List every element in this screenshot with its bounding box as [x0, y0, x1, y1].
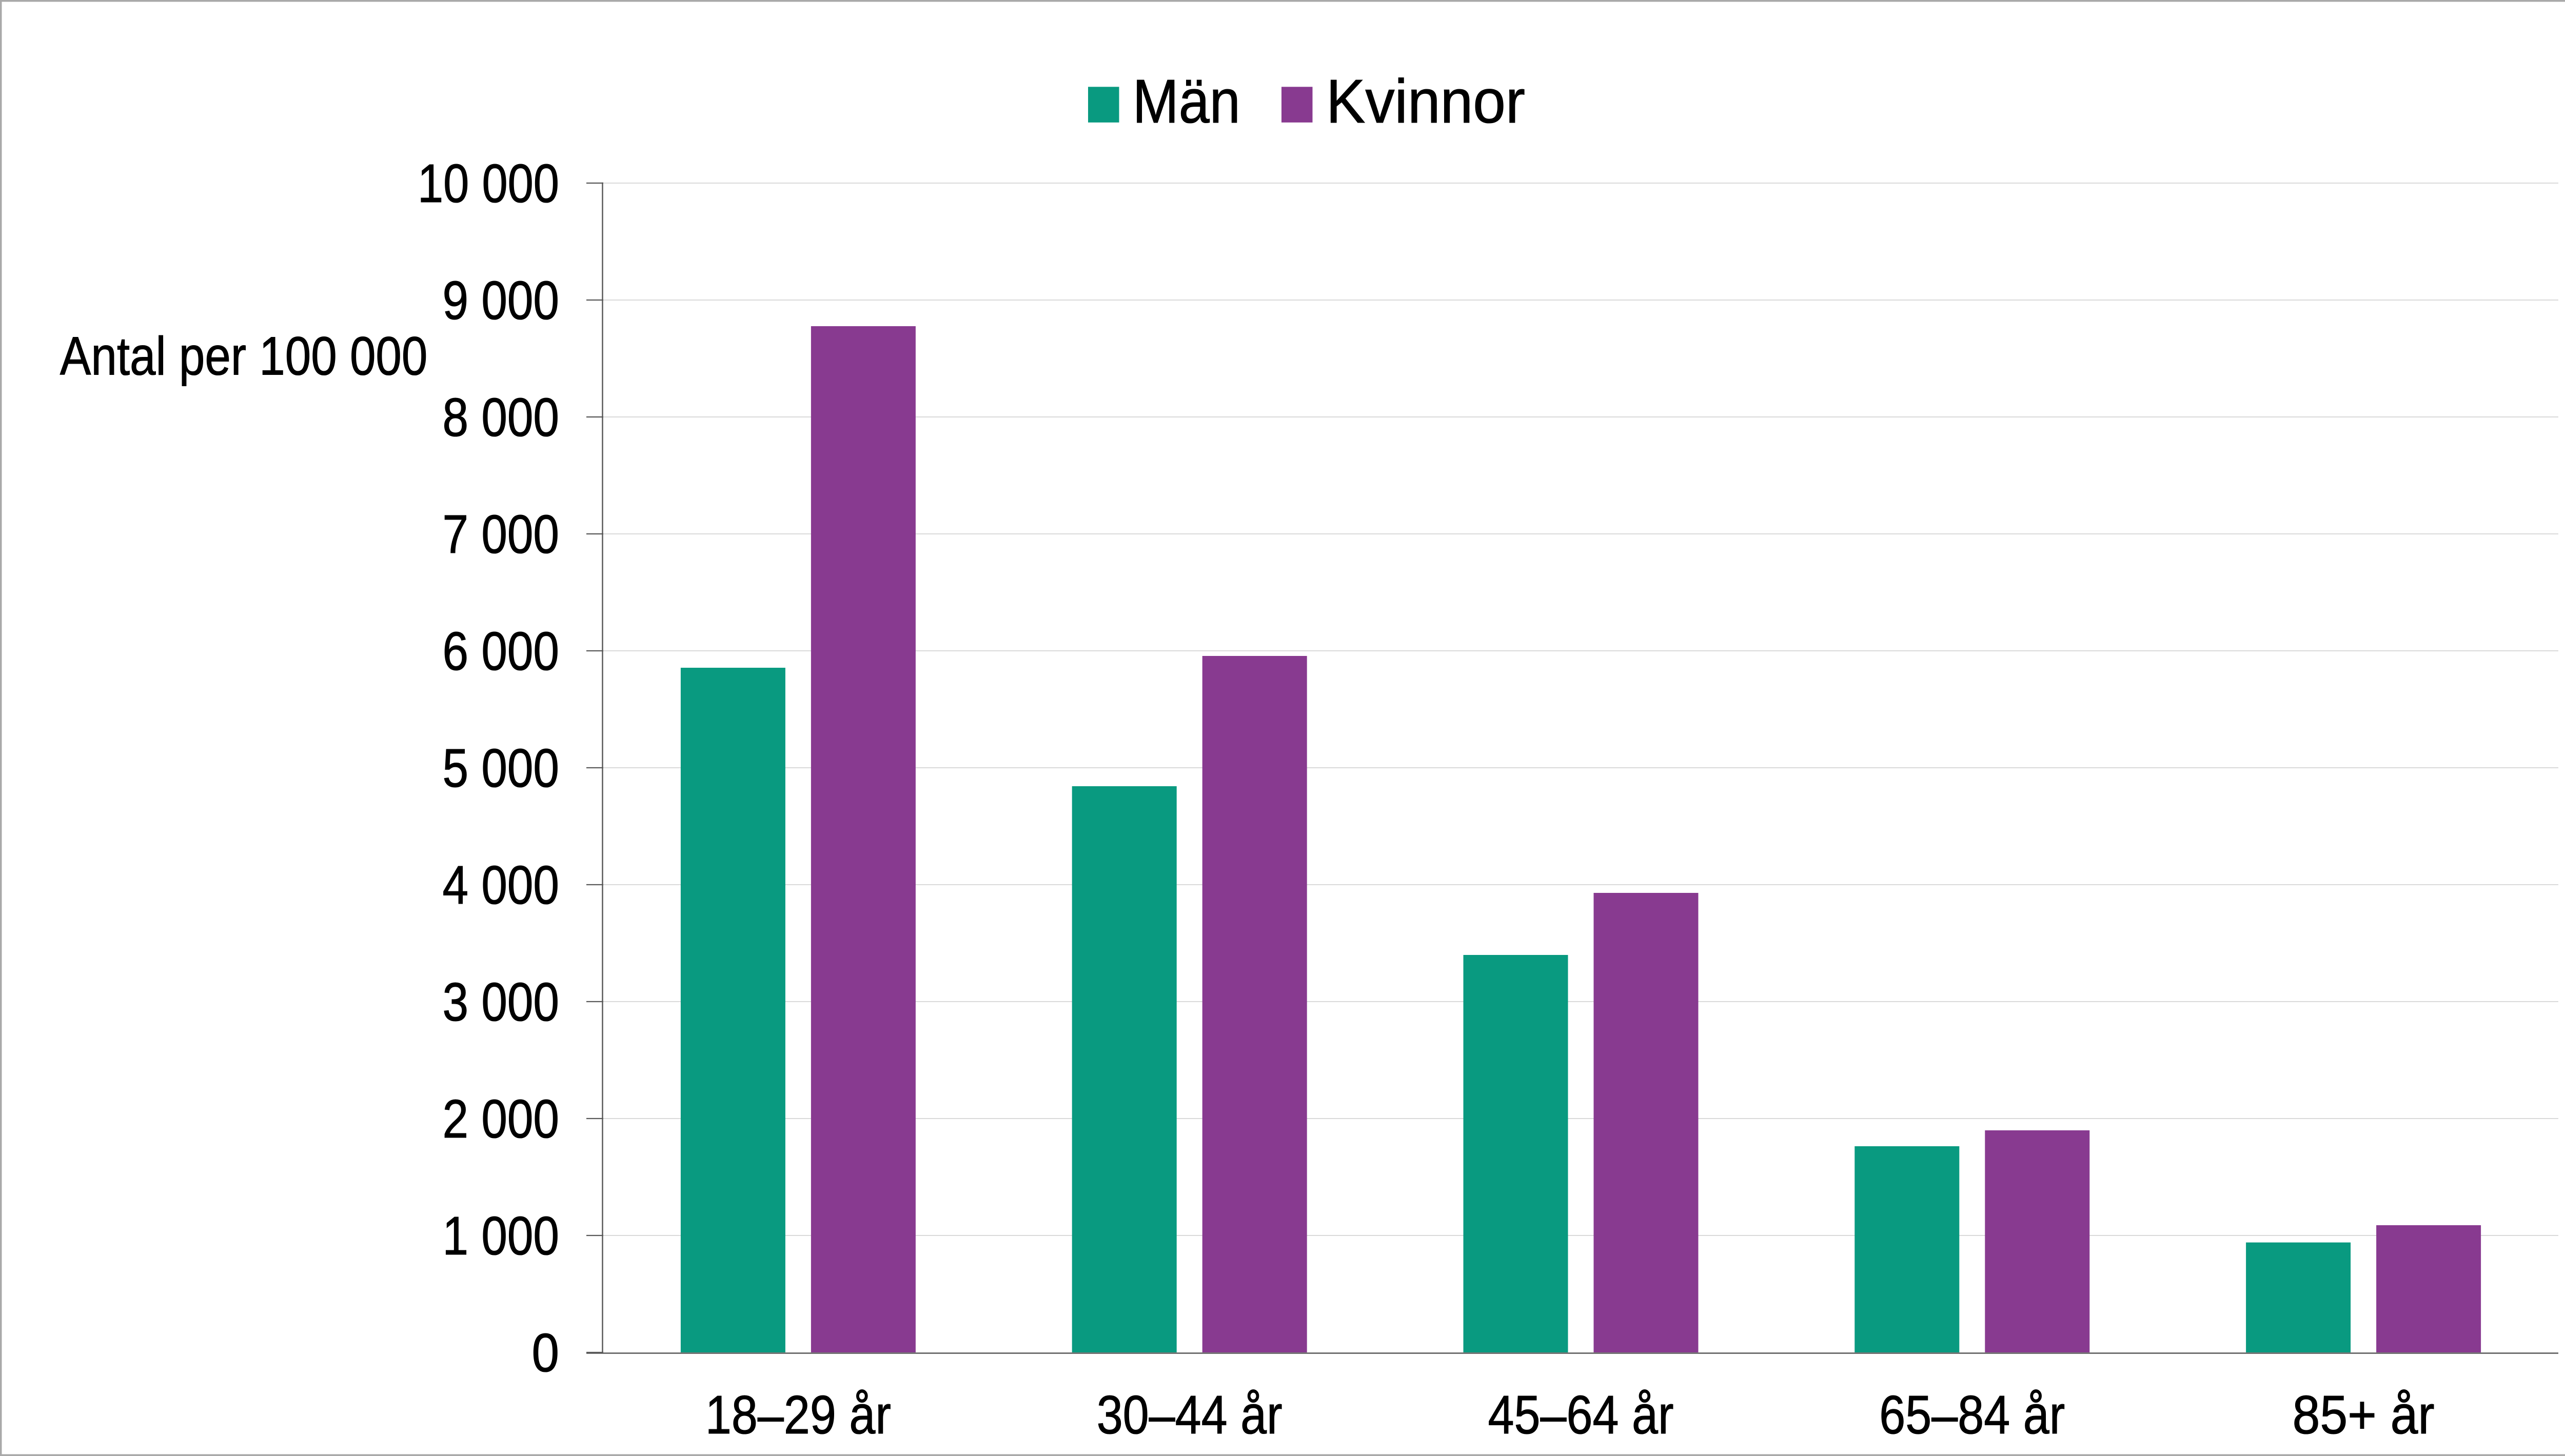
svg-text:Antal per 100 000: Antal per 100 000	[60, 326, 428, 387]
svg-text:10 000: 10 000	[418, 153, 559, 214]
svg-text:1 000: 1 000	[443, 1206, 560, 1266]
svg-text:30–44 år: 30–44 år	[1097, 1385, 1282, 1445]
svg-text:85+ år: 85+ år	[2293, 1385, 2435, 1445]
svg-text:8 000: 8 000	[443, 387, 560, 448]
svg-text:5 000: 5 000	[443, 738, 560, 799]
svg-text:Kvinnor: Kvinnor	[1326, 67, 1525, 136]
svg-text:65–84 år: 65–84 år	[1879, 1385, 2065, 1445]
svg-text:0: 0	[532, 1323, 560, 1383]
svg-text:7 000: 7 000	[443, 504, 560, 565]
svg-text:9 000: 9 000	[443, 270, 560, 331]
svg-text:6 000: 6 000	[443, 621, 560, 682]
svg-text:3 000: 3 000	[443, 972, 560, 1032]
svg-text:4 000: 4 000	[443, 855, 560, 915]
svg-text:Män: Män	[1133, 67, 1240, 136]
svg-text:18–29 år: 18–29 år	[705, 1385, 891, 1445]
svg-text:45–64 år: 45–64 år	[1488, 1385, 1674, 1445]
svg-text:2 000: 2 000	[443, 1089, 560, 1149]
